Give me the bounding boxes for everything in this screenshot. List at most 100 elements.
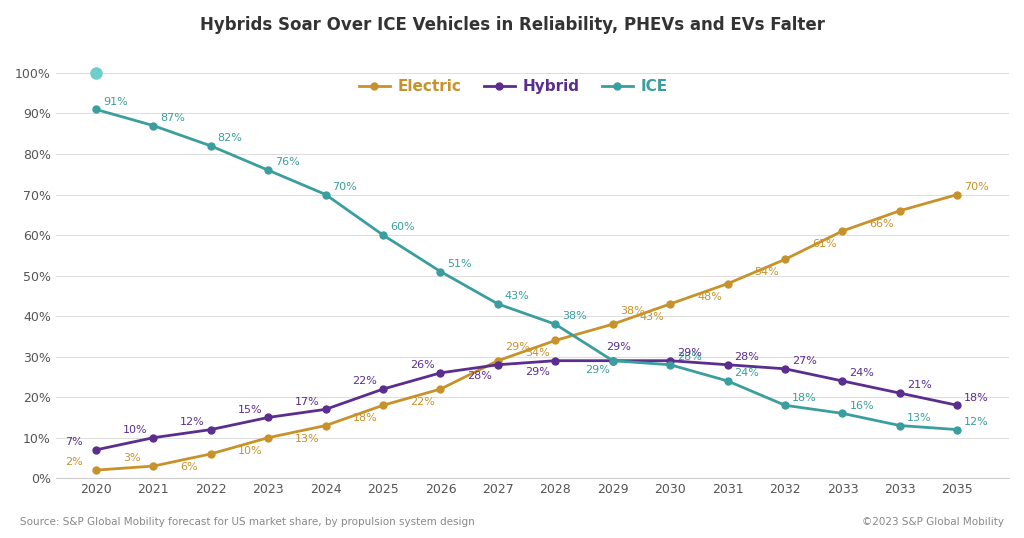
Hybrid	[837, 378, 849, 384]
Text: 18%: 18%	[965, 393, 989, 402]
Text: 2%: 2%	[66, 457, 83, 468]
Legend: Electric, Hybrid, ICE: Electric, Hybrid, ICE	[353, 73, 674, 100]
Hybrid	[205, 427, 217, 433]
Text: 7%: 7%	[66, 437, 83, 447]
Electric	[837, 228, 849, 234]
Electric	[262, 435, 274, 441]
Text: 27%: 27%	[792, 356, 817, 366]
Text: 28%: 28%	[734, 352, 760, 362]
Text: 24%: 24%	[734, 368, 760, 378]
ICE	[664, 362, 676, 368]
Text: 22%: 22%	[352, 376, 378, 386]
Electric	[664, 301, 676, 307]
Text: 29%: 29%	[606, 342, 631, 352]
Text: 28%: 28%	[467, 371, 493, 381]
Hybrid	[434, 370, 446, 376]
Hybrid	[492, 362, 504, 368]
Hybrid	[722, 362, 734, 368]
ICE	[205, 143, 217, 149]
Text: Hybrids Soar Over ICE Vehicles in Reliability, PHEVs and EVs Falter: Hybrids Soar Over ICE Vehicles in Reliab…	[200, 16, 824, 34]
ICE	[262, 167, 274, 173]
ICE	[606, 357, 618, 364]
Text: 51%: 51%	[447, 259, 472, 269]
ICE	[492, 301, 504, 307]
Text: 12%: 12%	[180, 417, 205, 427]
Text: 10%: 10%	[123, 425, 147, 435]
Electric	[606, 321, 618, 328]
Line: ICE: ICE	[92, 106, 961, 433]
Text: 10%: 10%	[238, 446, 262, 456]
Line: Hybrid: Hybrid	[92, 357, 961, 454]
ICE	[434, 268, 446, 275]
Text: 76%: 76%	[275, 158, 300, 167]
Text: 3%: 3%	[123, 454, 140, 463]
ICE	[319, 192, 332, 198]
Text: 15%: 15%	[238, 405, 262, 415]
ICE	[147, 122, 160, 129]
Hybrid	[894, 390, 906, 397]
Hybrid	[147, 435, 160, 441]
Text: 43%: 43%	[640, 312, 665, 322]
Text: ©2023 S&P Global Mobility: ©2023 S&P Global Mobility	[861, 517, 1004, 527]
Text: 87%: 87%	[161, 113, 185, 123]
ICE	[837, 410, 849, 416]
Electric	[549, 337, 561, 344]
ICE	[90, 106, 102, 112]
ICE	[722, 378, 734, 384]
Text: 29%: 29%	[505, 342, 529, 352]
Electric	[492, 357, 504, 364]
Hybrid	[951, 402, 964, 408]
Text: 43%: 43%	[505, 291, 529, 301]
Text: 17%: 17%	[295, 397, 319, 407]
Text: 26%: 26%	[410, 360, 434, 370]
Text: 70%: 70%	[965, 182, 989, 192]
Electric	[779, 256, 792, 263]
Text: 22%: 22%	[410, 397, 435, 407]
ICE	[377, 232, 389, 238]
Text: 34%: 34%	[524, 349, 550, 358]
Text: 60%: 60%	[390, 222, 415, 232]
Hybrid	[664, 357, 676, 364]
Text: 91%: 91%	[102, 97, 128, 107]
Electric	[434, 386, 446, 392]
Hybrid	[606, 357, 618, 364]
Electric	[722, 280, 734, 287]
ICE	[894, 422, 906, 429]
ICE	[951, 427, 964, 433]
Text: 29%: 29%	[585, 365, 610, 374]
Electric	[147, 463, 160, 469]
Electric	[90, 467, 102, 473]
ICE	[779, 402, 792, 408]
Electric	[951, 192, 964, 198]
Text: 28%: 28%	[677, 352, 702, 362]
Line: Electric: Electric	[92, 191, 961, 473]
Electric	[205, 451, 217, 457]
Text: 38%: 38%	[562, 312, 587, 321]
Text: 38%: 38%	[620, 306, 644, 316]
ICE	[549, 321, 561, 328]
Hybrid	[90, 447, 102, 453]
Hybrid	[549, 357, 561, 364]
Text: 70%: 70%	[333, 182, 357, 192]
Text: 24%: 24%	[850, 368, 874, 378]
Text: 29%: 29%	[524, 367, 550, 377]
Text: 29%: 29%	[677, 348, 702, 358]
Text: 18%: 18%	[792, 393, 817, 402]
Electric	[377, 402, 389, 408]
Text: 13%: 13%	[295, 434, 319, 444]
Hybrid	[779, 366, 792, 372]
Text: 61%: 61%	[812, 239, 837, 249]
Electric	[894, 208, 906, 214]
Electric	[319, 422, 332, 429]
Hybrid	[377, 386, 389, 392]
Text: 16%: 16%	[850, 401, 874, 410]
Hybrid	[262, 414, 274, 421]
Text: 13%: 13%	[907, 413, 932, 423]
Text: Source: S&P Global Mobility forecast for US market share, by propulsion system d: Source: S&P Global Mobility forecast for…	[20, 517, 475, 527]
Text: 18%: 18%	[352, 413, 377, 423]
Text: 21%: 21%	[907, 380, 932, 391]
Text: 12%: 12%	[965, 417, 989, 427]
Text: 66%: 66%	[869, 219, 894, 229]
Text: 6%: 6%	[180, 462, 198, 472]
Text: 48%: 48%	[697, 292, 722, 302]
